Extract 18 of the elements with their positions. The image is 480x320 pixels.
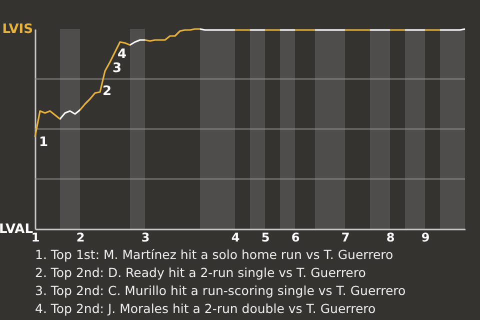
- annotation: 1: [39, 135, 48, 150]
- x-tick-label: 3: [141, 230, 150, 244]
- x-tick-label: 6: [291, 230, 300, 244]
- text: 4. Top 2nd: J. Morales hit a 2-run double vs T. Guerrero: [35, 301, 376, 316]
- x-tick-label: 4: [231, 230, 240, 244]
- x-tick-label: 5: [261, 230, 270, 244]
- annotation: 4: [117, 47, 127, 62]
- annotation: 3: [112, 61, 122, 76]
- text: LVIS: [2, 22, 33, 37]
- text: LVAL: [0, 222, 33, 237]
- x-tick-label: 2: [76, 230, 85, 244]
- x-tick-label: 8: [386, 230, 395, 244]
- x-tick-label: 9: [421, 230, 430, 244]
- x-tick-label: 7: [341, 230, 350, 244]
- text: 1. Top 1st: M. Martínez hit a solo home run vs T. Guerrero: [35, 247, 394, 262]
- text: 3. Top 2nd: C. Murillo hit a run-scoring single vs T. Guerrero: [35, 283, 406, 298]
- annotation: 2: [102, 84, 112, 99]
- text: 2. Top 2nd: D. Ready hit a 2-run single vs T. Guerrero: [35, 265, 366, 280]
